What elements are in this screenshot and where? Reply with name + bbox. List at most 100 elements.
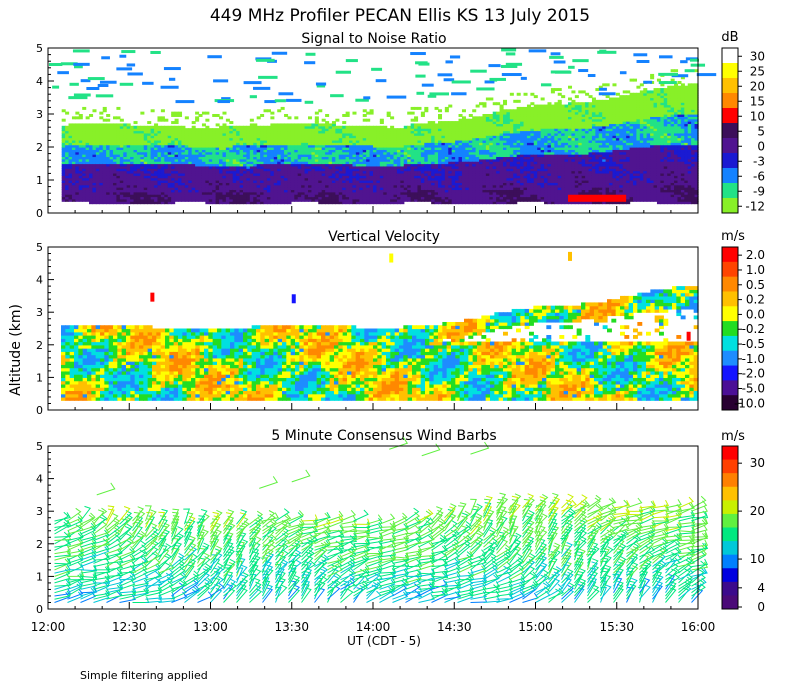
- snr-cell: [95, 196, 100, 200]
- snr-cell: [253, 194, 258, 198]
- snr-cell: [451, 147, 456, 150]
- snr-cell: [260, 175, 265, 179]
- snr-cell: [205, 170, 210, 174]
- snr-cell: [308, 189, 313, 193]
- snr-cell: [468, 144, 473, 148]
- snr-cell: [373, 184, 378, 188]
- snr-cell: [400, 177, 405, 181]
- snr-cell: [489, 182, 494, 186]
- snr-cell: [328, 165, 333, 169]
- snr-cell: [496, 132, 501, 136]
- snr-cell: [479, 187, 484, 191]
- snr-cell: [489, 147, 494, 150]
- snr-cell: [537, 125, 542, 129]
- snr-cell: [109, 198, 114, 202]
- snr-cell: [342, 189, 347, 193]
- snr-cell: [530, 118, 535, 122]
- snr-cell: [506, 194, 511, 198]
- snr-cell: [287, 168, 292, 172]
- snr-cell: [160, 151, 165, 155]
- snr-cell: [201, 177, 206, 181]
- snr-cell: [523, 191, 528, 195]
- snr-cell: [222, 111, 227, 115]
- snr-cell: [431, 161, 436, 165]
- snr-cell: [106, 189, 111, 193]
- snr-cell: [290, 144, 295, 148]
- snr-cell: [376, 180, 381, 183]
- snr-cell: [393, 149, 398, 153]
- snr-cell: [270, 196, 275, 200]
- snr-cell: [479, 168, 484, 172]
- snr-cell: [222, 168, 227, 172]
- snr-cell: [229, 154, 234, 158]
- snr-cell: [195, 187, 200, 191]
- snr-cell: [438, 151, 443, 155]
- snr-cell: [215, 182, 220, 186]
- snr-cell: [373, 142, 378, 146]
- snr-cell: [441, 123, 446, 127]
- snr-cell: [246, 163, 251, 167]
- snr-cell: [89, 114, 94, 117]
- snr-cell: [472, 196, 477, 200]
- snr-cell: [78, 139, 83, 143]
- snr-cell: [352, 189, 357, 193]
- snr-cell: [102, 172, 107, 176]
- snr-cell: [318, 147, 323, 150]
- snr-cell: [417, 144, 422, 148]
- snr-cell: [119, 132, 124, 136]
- snr-cell: [369, 191, 374, 195]
- snr-cell: [475, 121, 480, 125]
- snr-cell: [184, 170, 189, 174]
- snr-cell: [287, 149, 292, 153]
- snr-cell: [133, 175, 138, 179]
- snr-cell: [506, 168, 511, 172]
- snr-cell: [229, 182, 234, 186]
- snr-cell: [465, 156, 470, 160]
- snr-cell: [116, 137, 121, 141]
- snr-cell: [171, 135, 176, 139]
- snr-cell: [222, 170, 227, 174]
- snr-cell: [308, 123, 313, 127]
- snr-cell: [434, 151, 439, 155]
- snr-cell: [178, 154, 183, 158]
- snr-cell: [321, 147, 326, 150]
- snr-cell: [523, 161, 528, 165]
- snr-cell: [376, 156, 381, 160]
- snr-cell: [325, 163, 330, 167]
- snr-cell: [417, 184, 422, 188]
- snr-cell: [308, 116, 313, 120]
- snr-cell: [246, 149, 251, 153]
- snr-cell: [140, 163, 145, 167]
- snr-cell: [85, 156, 90, 160]
- snr-cell: [318, 182, 323, 186]
- snr-cell: [212, 139, 217, 143]
- snr-cell: [198, 182, 203, 186]
- snr-cell: [366, 137, 371, 141]
- snr-cell: [492, 165, 497, 169]
- snr-cell: [325, 149, 330, 153]
- snr-cell: [160, 118, 165, 122]
- snr-cell: [438, 137, 443, 141]
- snr-cell: [243, 165, 248, 169]
- snr-cell: [232, 163, 237, 167]
- snr-cell: [349, 142, 354, 146]
- snr-cell: [160, 142, 165, 146]
- snr-cell: [472, 128, 477, 132]
- snr-cell: [362, 198, 367, 202]
- snr-cell: [431, 132, 436, 136]
- snr-cell: [75, 139, 80, 143]
- snr-cell: [174, 118, 179, 122]
- snr-cell: [85, 147, 90, 150]
- snr-cell: [335, 158, 340, 162]
- snr-cell: [287, 154, 292, 158]
- snr-cell: [396, 142, 401, 146]
- snr-cell: [222, 147, 227, 150]
- snr-cell: [147, 139, 152, 143]
- snr-cell: [362, 125, 367, 129]
- snr-cell: [208, 128, 213, 132]
- snr-cell: [400, 201, 405, 205]
- snr-cell: [434, 189, 439, 193]
- snr-cell: [219, 156, 224, 160]
- snr-cell: [400, 187, 405, 191]
- snr-cell: [311, 144, 316, 148]
